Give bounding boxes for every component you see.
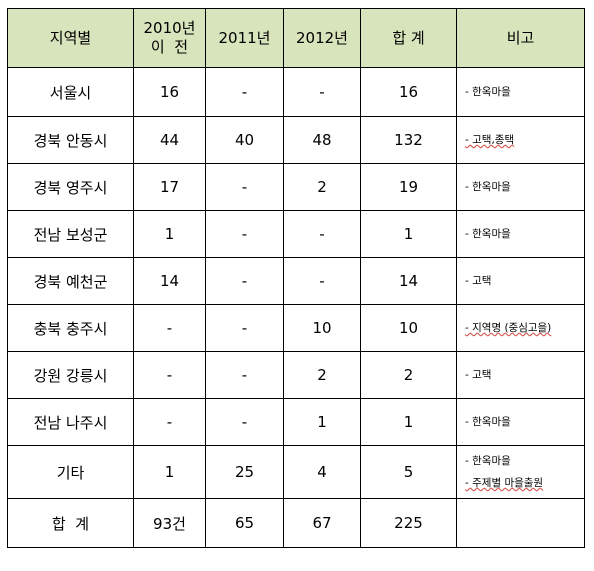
cell-total: 16 <box>360 67 457 117</box>
cell-2012: - <box>283 257 361 305</box>
header-total: 합 계 <box>360 8 457 68</box>
total-2012: 67 <box>283 498 361 548</box>
cell-region: 경북 영주시 <box>7 163 134 211</box>
cell-2012: - <box>283 67 361 117</box>
cell-total: 19 <box>360 163 457 211</box>
cell-total: 1 <box>360 210 457 258</box>
cell-before-2010: 17 <box>133 163 206 211</box>
total-total: 225 <box>360 498 457 548</box>
cell-2011: - <box>205 163 284 211</box>
cell-region: 경북 안동시 <box>7 116 134 164</box>
note-line: - 주제별 마을출원 <box>465 477 544 489</box>
table-row: 경북 안동시 44 40 48 132 - 고택,종택 <box>7 116 585 164</box>
cell-total: 14 <box>360 257 457 305</box>
cell-before-2010: 44 <box>133 116 206 164</box>
cell-before-2010: 1 <box>133 210 206 258</box>
cell-2012: - <box>283 210 361 258</box>
cell-region: 기타 <box>7 445 134 499</box>
cell-note: - 한옥마을 <box>456 163 585 211</box>
table-row: 충북 충주시 - - 10 10 - 지역명 (중심고을) <box>7 304 585 352</box>
header-2012: 2012년 <box>283 8 361 68</box>
cell-region: 전남 나주시 <box>7 398 134 446</box>
table-row: 기타 1 25 4 5 - 한옥마을 - 주제별 마을출원 <box>7 445 585 499</box>
table-row: 전남 나주시 - - 1 1 - 한옥마을 <box>7 398 585 446</box>
cell-region: 충북 충주시 <box>7 304 134 352</box>
table-row: 경북 영주시 17 - 2 19 - 한옥마을 <box>7 163 585 211</box>
cell-before-2010: - <box>133 351 206 399</box>
cell-2011: - <box>205 67 284 117</box>
cell-2011: - <box>205 351 284 399</box>
cell-region: 전남 보성군 <box>7 210 134 258</box>
header-before-2010-line2: 이 전 <box>150 38 189 56</box>
cell-before-2010: - <box>133 398 206 446</box>
note-line: - 한옥마을 <box>465 86 511 98</box>
cell-before-2010: 1 <box>133 445 206 499</box>
note-line: - 고택 <box>465 369 492 381</box>
table-row: 전남 보성군 1 - - 1 - 한옥마을 <box>7 210 585 258</box>
cell-note: - 한옥마을 - 주제별 마을출원 <box>456 445 585 499</box>
cell-region: 서울시 <box>7 67 134 117</box>
cell-2012: 48 <box>283 116 361 164</box>
cell-2012: 1 <box>283 398 361 446</box>
header-before-2010-line1: 2010년 <box>143 19 196 37</box>
note-line: - 한옥마을 <box>465 416 511 428</box>
header-before-2010: 2010년 이 전 <box>133 8 206 68</box>
cell-note: - 고택 <box>456 351 585 399</box>
cell-note: - 고택,종택 <box>456 116 585 164</box>
header-note: 비고 <box>456 8 585 68</box>
table-row: 강원 강릉시 - - 2 2 - 고택 <box>7 351 585 399</box>
cell-note: - 고택 <box>456 257 585 305</box>
cell-region: 강원 강릉시 <box>7 351 134 399</box>
note-line: - 한옥마을 <box>465 181 511 193</box>
cell-note: - 한옥마을 <box>456 210 585 258</box>
cell-2011: 40 <box>205 116 284 164</box>
note-line: - 한옥마을 <box>465 228 511 240</box>
cell-before-2010: 14 <box>133 257 206 305</box>
total-before-2010: 93건 <box>133 498 206 548</box>
cell-total: 5 <box>360 445 457 499</box>
header-2011: 2011년 <box>205 8 284 68</box>
table-row: 서울시 16 - - 16 - 한옥마을 <box>7 67 585 117</box>
total-row: 합 계 93건 65 67 225 <box>7 498 585 548</box>
cell-total: 2 <box>360 351 457 399</box>
registration-table: 지역별 2010년 이 전 2011년 2012년 합 계 비고 서울시 16 … <box>7 8 585 548</box>
header-region: 지역별 <box>7 8 134 68</box>
cell-2011: - <box>205 257 284 305</box>
cell-2012: 2 <box>283 163 361 211</box>
note-line: - 고택,종택 <box>465 134 515 146</box>
total-label: 합 계 <box>7 498 134 548</box>
cell-note: - 한옥마을 <box>456 398 585 446</box>
cell-before-2010: 16 <box>133 67 206 117</box>
cell-note: - 한옥마을 <box>456 67 585 117</box>
cell-total: 1 <box>360 398 457 446</box>
note-line: - 고택 <box>465 275 492 287</box>
cell-2012: 2 <box>283 351 361 399</box>
cell-2011: - <box>205 210 284 258</box>
cell-total: 132 <box>360 116 457 164</box>
cell-before-2010: - <box>133 304 206 352</box>
total-note <box>456 498 585 548</box>
note-line: - 한옥마을 <box>465 455 511 467</box>
cell-note: - 지역명 (중심고을) <box>456 304 585 352</box>
cell-region: 경북 예천군 <box>7 257 134 305</box>
cell-total: 10 <box>360 304 457 352</box>
cell-2011: - <box>205 398 284 446</box>
total-2011: 65 <box>205 498 284 548</box>
cell-2012: 10 <box>283 304 361 352</box>
header-row: 지역별 2010년 이 전 2011년 2012년 합 계 비고 <box>7 8 585 68</box>
note-line: - 지역명 (중심고을) <box>465 322 552 334</box>
cell-2011: 25 <box>205 445 284 499</box>
cell-2011: - <box>205 304 284 352</box>
table-body: 서울시 16 - - 16 - 한옥마을 경북 안동시 44 40 48 132… <box>7 67 585 548</box>
table-row: 경북 예천군 14 - - 14 - 고택 <box>7 257 585 305</box>
cell-2012: 4 <box>283 445 361 499</box>
